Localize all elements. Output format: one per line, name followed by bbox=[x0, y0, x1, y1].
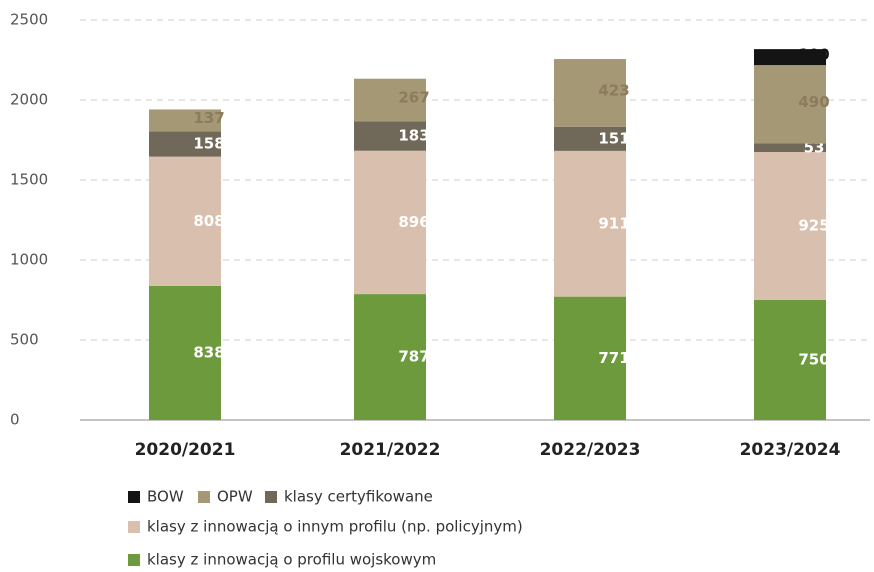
value-label: 771 bbox=[598, 349, 629, 367]
bar-segment bbox=[554, 59, 626, 127]
value-label: 925 bbox=[798, 217, 829, 235]
x-tick-label: 2020/2021 bbox=[135, 440, 236, 460]
bar-segment bbox=[554, 126, 626, 151]
bar-segment bbox=[149, 109, 221, 132]
bar-segment bbox=[149, 131, 221, 157]
bar-segment bbox=[149, 156, 221, 286]
value-label: 896 bbox=[398, 213, 429, 231]
x-tick-label: 2022/2023 bbox=[540, 440, 641, 460]
bar-segment bbox=[149, 285, 221, 420]
y-tick-label: 500 bbox=[10, 331, 39, 349]
bar-segment bbox=[754, 300, 826, 420]
value-label: 787 bbox=[398, 348, 429, 366]
y-tick-label: 1000 bbox=[10, 251, 48, 269]
value-label: 158 bbox=[193, 135, 224, 153]
legend-label: OPW bbox=[217, 488, 253, 506]
value-label: 490 bbox=[798, 93, 829, 111]
y-tick-label: 2500 bbox=[10, 11, 48, 29]
value-label: 750 bbox=[798, 351, 829, 369]
legend-label: klasy z innowacją o profilu wojskowym bbox=[147, 551, 436, 569]
y-tick-label: 1500 bbox=[10, 171, 48, 189]
legend-swatch bbox=[128, 491, 140, 503]
x-tick-label: 2021/2022 bbox=[340, 440, 441, 460]
bar-segment bbox=[354, 78, 426, 122]
bar-segment bbox=[754, 143, 826, 152]
value-label: 808 bbox=[193, 212, 224, 230]
legend-swatch bbox=[198, 491, 210, 503]
bar-segment bbox=[354, 294, 426, 420]
y-tick-label: 0 bbox=[10, 411, 20, 429]
value-label: 423 bbox=[598, 81, 629, 99]
value-label: 151 bbox=[598, 129, 629, 147]
legend-swatch bbox=[128, 521, 140, 533]
bar-segment bbox=[754, 49, 826, 66]
bar-segment bbox=[354, 121, 426, 151]
x-tick-label: 2023/2024 bbox=[740, 440, 841, 460]
legend-label: BOW bbox=[147, 488, 184, 506]
bar-segment bbox=[754, 65, 826, 144]
bar-segment bbox=[354, 150, 426, 295]
bar-segment bbox=[754, 152, 826, 300]
value-label: 137 bbox=[193, 109, 224, 127]
value-label: 267 bbox=[398, 89, 429, 107]
bar-segment bbox=[554, 150, 626, 297]
legend-swatch bbox=[128, 554, 140, 566]
value-label: 838 bbox=[193, 343, 224, 361]
bar-segment bbox=[554, 296, 626, 420]
legend-label: klasy certyfikowane bbox=[284, 488, 433, 506]
y-tick-label: 2000 bbox=[10, 91, 48, 109]
value-label: 183 bbox=[398, 127, 429, 145]
legend-label: klasy z innowacją o innym profilu (np. p… bbox=[147, 518, 523, 536]
legend-swatch bbox=[265, 491, 277, 503]
value-label: 911 bbox=[598, 214, 629, 232]
value-label: 100 bbox=[798, 46, 829, 64]
